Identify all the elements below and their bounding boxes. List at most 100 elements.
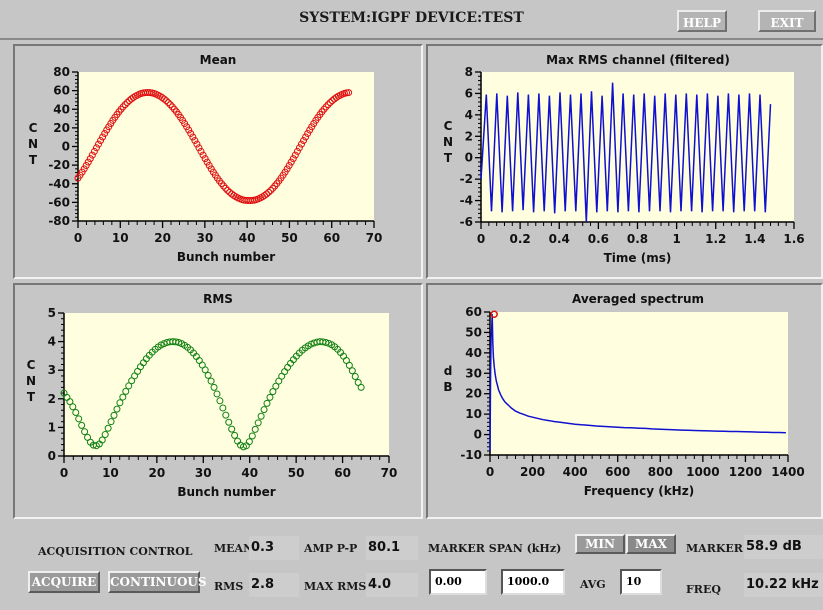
help-button[interactable]: HELP bbox=[677, 10, 727, 32]
y-axis-label: T bbox=[27, 390, 36, 404]
data-point bbox=[351, 372, 359, 380]
data-point bbox=[101, 129, 109, 137]
y-tick-label: -20 bbox=[48, 158, 70, 172]
y-tick-label: -40 bbox=[48, 177, 70, 191]
y-tick-label: 0 bbox=[62, 140, 70, 154]
span-min-input[interactable]: 0.00 bbox=[429, 569, 487, 595]
x-axis-label: Bunch number bbox=[177, 250, 275, 264]
data-point bbox=[219, 404, 227, 412]
data-point bbox=[302, 133, 310, 141]
data-point bbox=[322, 103, 330, 111]
y-tick-label: 20 bbox=[53, 121, 70, 135]
chart-title: Mean bbox=[200, 53, 237, 67]
x-tick-label: 0 bbox=[477, 232, 485, 246]
title-bar: SYSTEM:IGPF DEVICE:TEST HELP EXIT bbox=[0, 0, 823, 40]
rms-value: 2.8 bbox=[249, 573, 299, 597]
x-tick-label: 0 bbox=[74, 231, 82, 245]
y-axis-label: B bbox=[443, 380, 452, 394]
data-point bbox=[248, 432, 256, 440]
window-title: SYSTEM:IGPF DEVICE:TEST bbox=[299, 10, 524, 26]
data-point bbox=[304, 129, 312, 137]
data-point bbox=[269, 184, 277, 192]
chart-title: RMS bbox=[203, 292, 233, 306]
x-tick-label: 0.2 bbox=[509, 232, 530, 246]
data-point bbox=[324, 101, 332, 109]
data-point bbox=[213, 390, 221, 398]
mean-value: 0.3 bbox=[249, 536, 299, 560]
x-axis-label: Time (ms) bbox=[604, 251, 672, 265]
marker-span-label: MARKER SPAN (kHz) bbox=[428, 542, 562, 555]
span-max-input[interactable]: 1000.0 bbox=[501, 569, 565, 595]
data-point bbox=[224, 186, 232, 194]
data-point bbox=[231, 431, 239, 439]
y-tick-label: 2 bbox=[48, 392, 56, 406]
max-rms-value: 4.0 bbox=[366, 573, 418, 597]
data-point bbox=[222, 184, 230, 192]
data-point bbox=[295, 144, 303, 152]
data-point bbox=[357, 383, 365, 391]
data-point bbox=[69, 403, 77, 411]
data-point bbox=[293, 147, 301, 155]
x-tick-label: 0.6 bbox=[588, 232, 609, 246]
y-tick-label: 60 bbox=[53, 84, 70, 98]
data-point bbox=[210, 383, 218, 391]
data-point bbox=[101, 431, 109, 439]
acquire-button[interactable]: ACQUIRE bbox=[28, 571, 100, 593]
data-point bbox=[97, 137, 105, 145]
data-point bbox=[345, 89, 353, 97]
y-tick-label: 5 bbox=[48, 306, 56, 320]
data-point bbox=[72, 409, 80, 417]
x-tick-label: 50 bbox=[281, 231, 298, 245]
data-point bbox=[197, 147, 205, 155]
max-button[interactable]: MAX bbox=[626, 534, 676, 554]
data-point bbox=[162, 97, 170, 105]
data-point bbox=[254, 419, 262, 427]
data-point bbox=[160, 95, 168, 103]
x-axis-label: Frequency (kHz) bbox=[584, 484, 694, 498]
x-axis-label: Bunch number bbox=[177, 485, 275, 499]
data-point bbox=[185, 126, 193, 134]
data-point bbox=[297, 140, 305, 148]
data-point bbox=[95, 140, 103, 148]
y-tick-label: 4 bbox=[465, 108, 473, 122]
y-tick-label: 4 bbox=[48, 335, 56, 349]
plot-area bbox=[78, 72, 374, 221]
data-point bbox=[204, 371, 212, 379]
y-tick-label: 20 bbox=[465, 387, 482, 401]
max-rms-panel: Max RMS channel (filtered) 0 0.2 0.4 0.6 0.8 1… bbox=[426, 44, 823, 279]
data-point bbox=[322, 338, 330, 346]
data-point bbox=[66, 398, 74, 406]
data-point bbox=[251, 425, 259, 433]
chart-title: Averaged spectrum bbox=[572, 292, 704, 306]
y-tick-label: 60 bbox=[465, 305, 482, 319]
x-tick-label: 30 bbox=[197, 231, 214, 245]
data-point bbox=[348, 367, 356, 375]
exit-button[interactable]: EXIT bbox=[758, 10, 816, 32]
y-tick-label: -10 bbox=[460, 448, 482, 462]
continuous-button[interactable]: CONTINUOUS bbox=[108, 571, 207, 593]
data-point bbox=[123, 99, 131, 107]
avg-input[interactable]: 10 bbox=[620, 569, 662, 595]
data-point bbox=[113, 405, 121, 413]
data-point bbox=[193, 140, 201, 148]
amp-pp-value: 80.1 bbox=[366, 536, 418, 560]
data-point bbox=[119, 393, 127, 401]
data-point bbox=[189, 133, 197, 141]
data-point bbox=[86, 155, 94, 163]
data-point bbox=[187, 129, 195, 137]
x-tick-label: 10 bbox=[102, 466, 119, 480]
data-point bbox=[257, 412, 265, 420]
data-point bbox=[107, 418, 115, 426]
data-point bbox=[266, 393, 274, 401]
data-point bbox=[245, 438, 253, 446]
max-rms-label: MAX RMS bbox=[304, 580, 367, 593]
series-line bbox=[489, 314, 786, 451]
rms-panel: RMS 0 10 20 30 40 50 60 70 5 4 3 2 1 0 Bunch number C N T bbox=[13, 283, 423, 519]
spectrum-panel: Averaged spectrum 0 200 400 600 800 1000 1200 14… bbox=[426, 283, 823, 519]
data-point bbox=[75, 415, 83, 423]
min-button[interactable]: MIN bbox=[575, 534, 625, 554]
y-tick-label: -80 bbox=[48, 214, 70, 228]
y-axis-label: C bbox=[27, 358, 36, 372]
y-tick-label: -4 bbox=[460, 194, 473, 208]
